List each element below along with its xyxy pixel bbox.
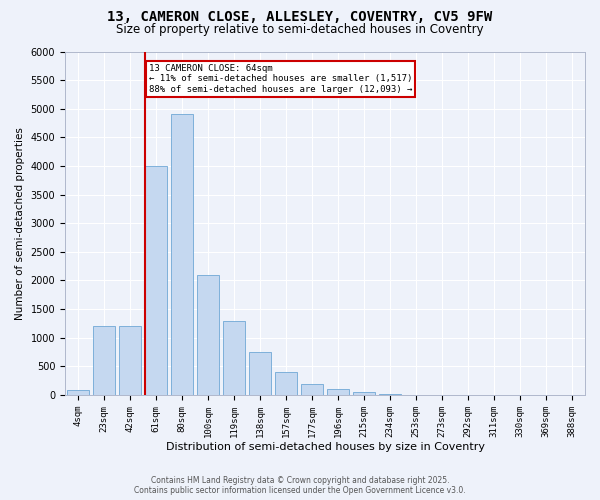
Bar <box>145 166 167 395</box>
Bar <box>379 394 401 395</box>
Bar <box>197 275 219 395</box>
Bar <box>223 320 245 395</box>
Y-axis label: Number of semi-detached properties: Number of semi-detached properties <box>15 127 25 320</box>
Bar <box>171 114 193 395</box>
X-axis label: Distribution of semi-detached houses by size in Coventry: Distribution of semi-detached houses by … <box>166 442 485 452</box>
Bar <box>119 326 141 395</box>
Text: 13, CAMERON CLOSE, ALLESLEY, COVENTRY, CV5 9FW: 13, CAMERON CLOSE, ALLESLEY, COVENTRY, C… <box>107 10 493 24</box>
Bar <box>249 352 271 395</box>
Bar <box>67 390 89 395</box>
Bar <box>93 326 115 395</box>
Text: 13 CAMERON CLOSE: 64sqm
← 11% of semi-detached houses are smaller (1,517)
88% of: 13 CAMERON CLOSE: 64sqm ← 11% of semi-de… <box>149 64 412 94</box>
Bar <box>327 389 349 395</box>
Bar <box>275 372 297 395</box>
Bar <box>301 384 323 395</box>
Text: Contains HM Land Registry data © Crown copyright and database right 2025.
Contai: Contains HM Land Registry data © Crown c… <box>134 476 466 495</box>
Text: Size of property relative to semi-detached houses in Coventry: Size of property relative to semi-detach… <box>116 22 484 36</box>
Bar <box>353 392 375 395</box>
